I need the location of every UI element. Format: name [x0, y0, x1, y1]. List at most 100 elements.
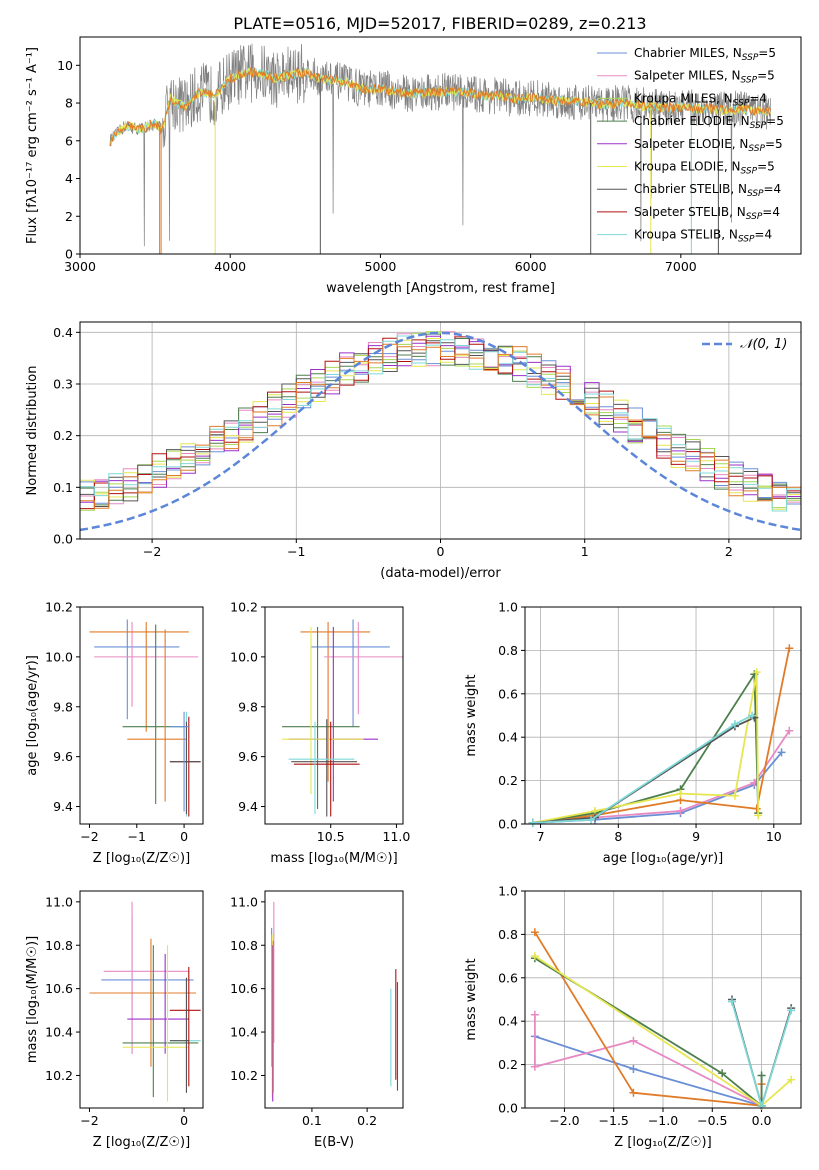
x-tick-label: 10.5: [317, 829, 345, 844]
legend-tail: =4: [764, 182, 782, 196]
y-tick-label: 0.6: [498, 686, 518, 701]
y-tick-label: 10.8: [45, 938, 73, 953]
weight-marker: [676, 789, 685, 798]
y-axis-label: mass weight: [464, 674, 479, 756]
weight-marker: [785, 644, 794, 653]
errorbar-frame: [79, 890, 204, 1109]
x-tick-label: −2.0: [549, 1113, 579, 1128]
y-tick-label: 9.6: [238, 749, 258, 764]
x-tick-label: 0: [180, 829, 188, 844]
x-tick-label: 3000: [64, 259, 96, 274]
y-tick-label: 0.8: [498, 643, 518, 658]
y-tick-label: 0.8: [498, 927, 518, 942]
histogram-series: [80, 338, 801, 515]
y-axis-label: age [log₁₀(age/yr)]: [25, 655, 40, 776]
x-tick-label: −1.0: [648, 1113, 678, 1128]
weight-marker: [752, 668, 761, 677]
errorbar-frame: [264, 890, 404, 1109]
x-axis-label: (data-model)/error: [380, 566, 501, 581]
weight-marker: [528, 818, 537, 827]
y-tick-label: 10.6: [45, 981, 73, 996]
legend-entry: Chabrier MILES, NSSP=5: [634, 46, 776, 63]
x-tick-label: −0.5: [697, 1113, 727, 1128]
x-tick-label: 0.1: [302, 1113, 322, 1128]
x-axis-label: age [log₁₀(age/yr)]: [603, 851, 724, 866]
residuals-frame: [79, 321, 802, 540]
x-tick-label: 0: [437, 544, 445, 559]
legend-subscript: SSP: [733, 98, 750, 108]
weight-series-line: [532, 716, 755, 824]
y-tick-label: 0.2: [53, 428, 73, 443]
y-tick-label: 10: [57, 58, 73, 73]
y-tick-label: 10.0: [45, 649, 73, 664]
weight-marker: [752, 804, 761, 813]
weight-marker: [787, 1006, 796, 1015]
x-tick-label: 0: [180, 1113, 188, 1128]
age-vs-mass-panel: 10.5 11.0 9.4 9.6 9.8 10.0 10.2 mass [log₁₀(M/M…: [230, 600, 410, 867]
x-tick-label: 7000: [665, 259, 697, 274]
y-tick-label: 1.0: [498, 884, 518, 899]
y-tick-label: 0.0: [53, 532, 73, 547]
legend-tail: =5: [766, 114, 784, 128]
y-tick-label: 10.8: [230, 938, 258, 953]
model-spectrum: [109, 66, 772, 146]
legend-entry: Chabrier ELODIE, NSSP=5: [634, 114, 784, 131]
legend-label: Kroupa STELIB, N: [634, 228, 738, 242]
legend-label: Chabrier STELIB, N: [634, 182, 747, 196]
y-tick-label: 0.2: [498, 1057, 518, 1072]
age-vs-metallicity-panel: −2 −1 0 9.4 9.6 9.8 10.0 10.2 Z [log₁₀(Z/Z☉)] age…: [25, 600, 204, 866]
y-tick-label: 0.1: [53, 480, 73, 495]
legend-subscript: SSP: [738, 235, 755, 245]
mass-vs-ebv-panel: 0.1 0.2 10.2 10.4 10.6 10.8 11.0 E(B-V): [230, 890, 404, 1150]
weight-marker: [785, 726, 794, 735]
x-tick-label: −2: [143, 544, 161, 559]
y-tick-label: 0.4: [498, 730, 518, 745]
weight-marker: [629, 1036, 638, 1045]
x-tick-label: 0.0: [752, 1113, 772, 1128]
legend-label: Salpeter ELODIE, N: [634, 137, 748, 151]
weight-frame: [524, 890, 802, 1109]
x-tick-label: 7: [537, 829, 545, 844]
y-tick-label: 9.4: [53, 799, 73, 814]
legend-entry: Kroupa ELODIE, NSSP=5: [634, 160, 775, 177]
weight-series-line: [532, 714, 753, 824]
y-tick-label: 0.4: [498, 1014, 518, 1029]
legend-label: Kroupa MILES, N: [634, 91, 733, 105]
y-tick-label: 11.0: [230, 894, 258, 909]
y-tick-label: 10.2: [230, 1068, 258, 1083]
weight-marker: [530, 1010, 539, 1019]
weight-marker: [530, 952, 539, 961]
legend-label: Salpeter STELIB, N: [634, 205, 746, 219]
y-axis-label: Normed distribution: [25, 366, 40, 496]
mass-vs-metallicity-panel: −2 0 10.2 10.4 10.6 10.8 11.0 Z [log₁₀(Z/Z☉)] ma…: [25, 890, 204, 1150]
x-tick-label: 9: [692, 829, 700, 844]
y-tick-label: 0.0: [498, 817, 518, 832]
y-axis-label: mass [log₁₀(M/M☉)]: [25, 936, 40, 1063]
normal-curve: [80, 331, 801, 532]
legend-tail: =5: [757, 160, 775, 174]
weight-vs-age-panel: 7 8 9 10 0.0 0.2 0.4 0.6 0.8 1.0 age [log₁₀(age/yr…: [464, 600, 802, 866]
x-tick-label: −2: [80, 829, 98, 844]
y-tick-label: 10.4: [230, 1025, 258, 1040]
legend-tail: =5: [758, 46, 776, 60]
plot-area: [80, 37, 801, 254]
weight-marker: [629, 1088, 638, 1097]
spectrum-lines: [109, 43, 772, 254]
y-axis-label: mass weight: [464, 958, 479, 1040]
legend-tail: =5: [765, 137, 783, 151]
y-tick-label: 9.8: [238, 699, 258, 714]
figure-title: PLATE=0516, MJD=52017, FIBERID=0289, z=0…: [233, 14, 646, 33]
y-tick-label: 4: [65, 171, 73, 186]
x-tick-label: −2: [80, 1113, 98, 1128]
legend-entry: Kroupa STELIB, NSSP=4: [634, 228, 772, 245]
y-tick-label: 0.3: [53, 377, 73, 392]
legend-subscript: SSP: [741, 76, 758, 86]
weight-series-line: [532, 671, 760, 824]
weight-marker: [757, 1071, 766, 1080]
errorbar-frame: [264, 606, 404, 825]
y-tick-label: 0.6: [498, 970, 518, 985]
legend-label: Chabrier ELODIE, N: [634, 114, 750, 128]
y-tick-label: 10.4: [45, 1025, 73, 1040]
weight-marker: [787, 1075, 796, 1084]
weight-frame: [524, 606, 802, 825]
